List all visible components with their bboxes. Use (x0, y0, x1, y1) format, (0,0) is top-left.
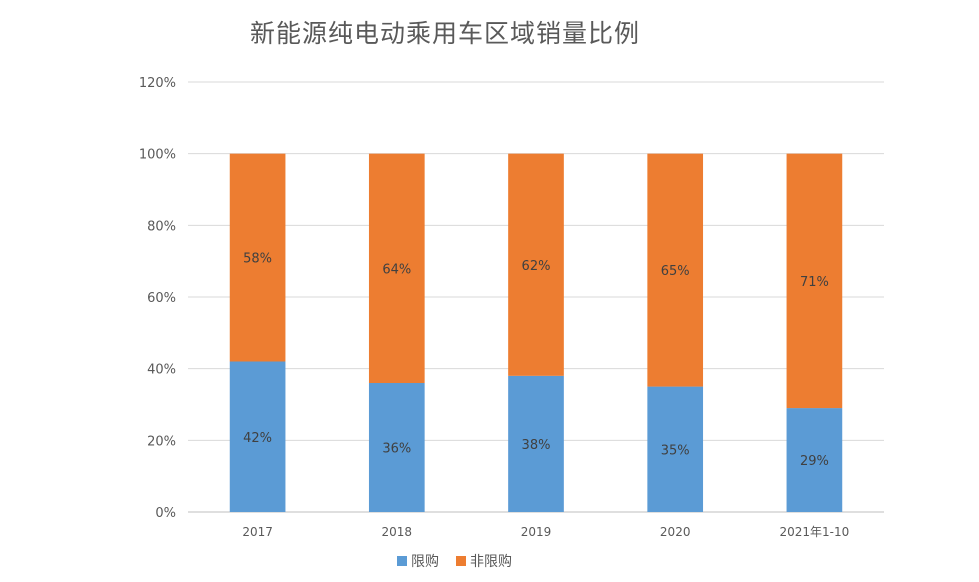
legend-swatch-restricted (397, 556, 407, 566)
data-label: 42% (243, 431, 272, 446)
bars (229, 153, 843, 512)
legend: 限购 非限购 (397, 554, 512, 570)
bar-unrestricted (368, 153, 425, 383)
y-tick-label: 20% (147, 434, 176, 449)
data-label: 64% (382, 262, 411, 277)
legend-label-restricted: 限购 (411, 554, 439, 570)
y-tick-label: 100% (139, 148, 176, 163)
x-tick-label: 2018 (382, 525, 413, 539)
bar-restricted (229, 361, 286, 512)
legend-swatch-unrestricted (456, 556, 466, 566)
bar-restricted (647, 386, 704, 512)
bar-unrestricted (647, 153, 704, 387)
y-axis-ticks: 0% 20% 40% 60% 80% 100% 120% (139, 76, 176, 521)
data-label: 58% (243, 252, 272, 267)
chart-title: 新能源纯电动乘用车区域销量比例 (250, 19, 640, 48)
x-axis-ticks: 2017 2018 2019 2020 2021年1-10 (242, 525, 849, 539)
data-label: 35% (661, 443, 690, 458)
y-tick-label: 80% (147, 219, 176, 234)
data-label: 29% (800, 454, 829, 469)
data-label: 62% (522, 259, 551, 274)
data-label: 71% (800, 275, 829, 290)
y-tick-label: 40% (147, 363, 176, 378)
y-tick-label: 120% (139, 76, 176, 91)
data-label: 36% (382, 442, 411, 457)
y-tick-label: 60% (147, 291, 176, 306)
bar-unrestricted (508, 153, 564, 376)
bar-restricted (508, 375, 564, 512)
x-tick-label: 2020 (660, 525, 691, 539)
bar-restricted (786, 408, 843, 512)
legend-label-unrestricted: 非限购 (470, 554, 512, 570)
x-tick-label: 2019 (521, 525, 552, 539)
y-tick-label: 0% (155, 506, 176, 521)
bar-unrestricted (786, 153, 843, 409)
data-labels: 42% 58% 36% 64% 38% 62% 35% 65% 29% 71% (243, 252, 829, 469)
bar-unrestricted (229, 153, 286, 362)
data-label: 38% (522, 438, 551, 453)
bar-restricted (368, 383, 425, 512)
data-label: 65% (661, 264, 690, 279)
x-tick-label: 2017 (242, 525, 273, 539)
x-tick-label: 2021年1-10 (780, 525, 850, 539)
